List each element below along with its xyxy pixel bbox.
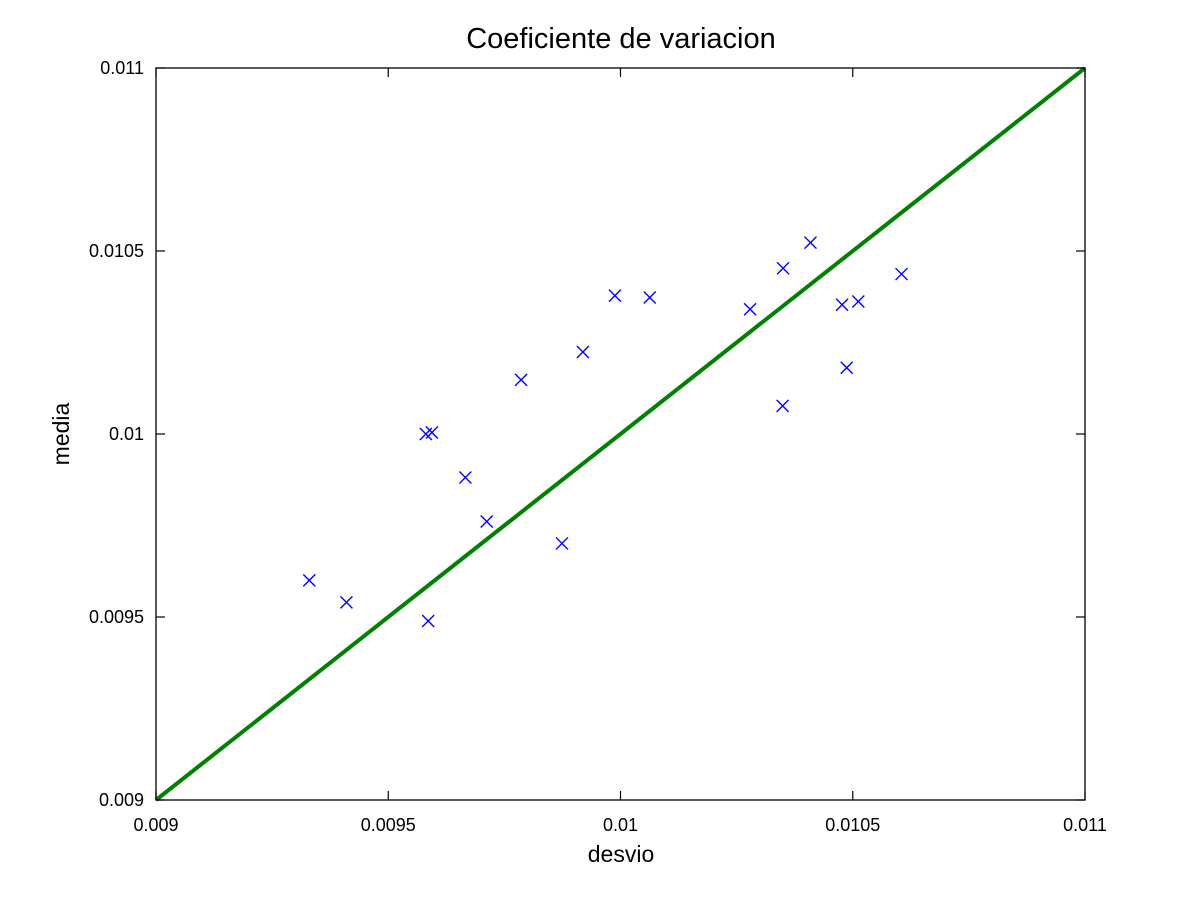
scatter-point-14 bbox=[776, 399, 790, 413]
marker-stroke bbox=[643, 290, 657, 304]
scatter-point-6 bbox=[458, 471, 472, 485]
x-tick-label: 0.011 bbox=[1063, 815, 1107, 835]
marker-stroke bbox=[803, 236, 817, 250]
marker-stroke bbox=[608, 289, 622, 303]
x-tick-label: 0.01 bbox=[603, 815, 638, 835]
scatter-point-3 bbox=[421, 614, 435, 628]
marker-stroke bbox=[421, 614, 435, 628]
marker-stroke bbox=[835, 298, 849, 312]
axis-ticks: 0.009 0.0095 0.01 0.0105 0.011 0.009 0.0095 0.0… bbox=[89, 58, 1107, 835]
scatter-point-18 bbox=[840, 361, 854, 375]
scatter-point-5 bbox=[425, 426, 439, 440]
marker-stroke bbox=[776, 399, 790, 413]
scatter-point-16 bbox=[803, 236, 817, 250]
marker-stroke bbox=[576, 345, 590, 359]
scatter-point-20 bbox=[895, 267, 909, 281]
scatter-point-13 bbox=[743, 302, 757, 316]
scatter-point-9 bbox=[555, 536, 569, 550]
scatter-point-8 bbox=[514, 373, 528, 387]
scatter-point-1 bbox=[302, 573, 316, 587]
scatter-point-2 bbox=[339, 595, 353, 609]
x-axis-label: desvio bbox=[588, 841, 654, 867]
scatter-point-7 bbox=[480, 514, 494, 528]
scatter-point-17 bbox=[835, 298, 849, 312]
x-tick-label: 0.0105 bbox=[825, 815, 880, 835]
marker-stroke bbox=[555, 536, 569, 550]
marker-stroke bbox=[851, 295, 865, 309]
y-axis-label: media bbox=[48, 402, 74, 465]
scatter-point-12 bbox=[643, 290, 657, 304]
marker-stroke bbox=[458, 471, 472, 485]
marker-stroke bbox=[514, 373, 528, 387]
y-tick-label: 0.009 bbox=[99, 790, 144, 810]
x-tick-label: 0.0095 bbox=[361, 815, 416, 835]
scatter-point-19 bbox=[851, 295, 865, 309]
marker-stroke bbox=[743, 302, 757, 316]
y-tick-label: 0.0095 bbox=[89, 607, 144, 627]
plot-area bbox=[154, 66, 1087, 802]
x-tick-label: 0.009 bbox=[133, 815, 178, 835]
marker-stroke bbox=[480, 514, 494, 528]
marker-stroke bbox=[339, 595, 353, 609]
marker-stroke bbox=[425, 426, 439, 440]
reference-line bbox=[154, 66, 1087, 802]
y-tick-label: 0.0105 bbox=[89, 241, 144, 261]
y-tick-label: 0.011 bbox=[100, 58, 144, 78]
scatter-point-11 bbox=[608, 289, 622, 303]
marker-stroke bbox=[895, 267, 909, 281]
scatter-series bbox=[302, 236, 909, 628]
scatter-point-10 bbox=[576, 345, 590, 359]
marker-stroke bbox=[776, 261, 790, 275]
marker-stroke bbox=[302, 573, 316, 587]
chart-title: Coeficiente de variacion bbox=[466, 23, 776, 55]
y-tick-label: 0.01 bbox=[109, 424, 144, 444]
scatter-point-15 bbox=[776, 261, 790, 275]
marker-stroke bbox=[840, 361, 854, 375]
